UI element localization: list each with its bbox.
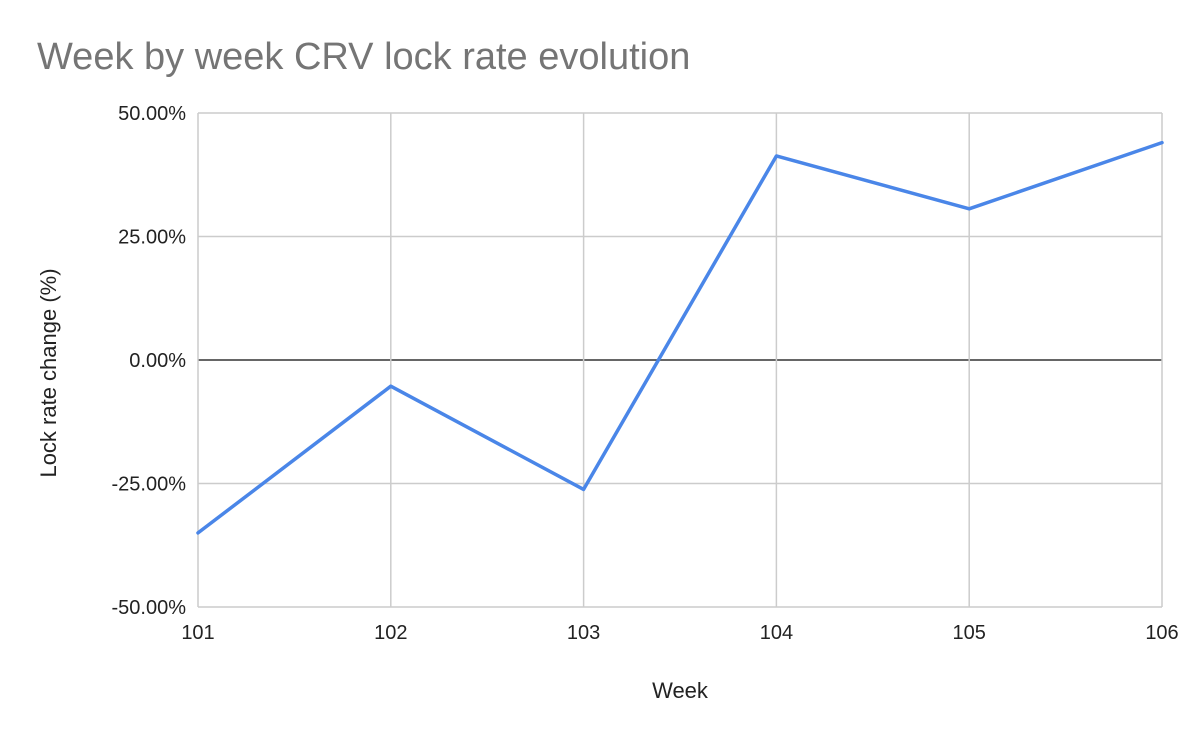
x-tick-label: 103 xyxy=(567,622,600,644)
series-line xyxy=(196,140,1164,535)
x-tick-label: 104 xyxy=(760,622,793,644)
y-tick-label: -25.00% xyxy=(112,474,187,496)
y-axis-ticks: 50.00% 25.00% 0.00% -25.00% -50.00% xyxy=(112,103,187,619)
chart-title: Week by week CRV lock rate evolution xyxy=(37,36,690,78)
x-axis-ticks: 101 102 103 104 105 106 xyxy=(181,622,1178,644)
y-tick-label: 0.00% xyxy=(129,350,186,372)
x-axis-label: Week xyxy=(652,678,709,703)
grid-lines xyxy=(197,112,1163,608)
y-axis-label: Lock rate change (%) xyxy=(36,268,61,477)
series-layer xyxy=(196,140,1164,535)
x-tick-label: 101 xyxy=(181,622,214,644)
x-tick-label: 102 xyxy=(374,622,407,644)
y-tick-label: 50.00% xyxy=(118,103,186,125)
y-tick-label: -50.00% xyxy=(112,597,187,619)
x-tick-label: 105 xyxy=(953,622,986,644)
x-tick-label: 106 xyxy=(1145,622,1178,644)
y-tick-label: 25.00% xyxy=(118,227,186,249)
